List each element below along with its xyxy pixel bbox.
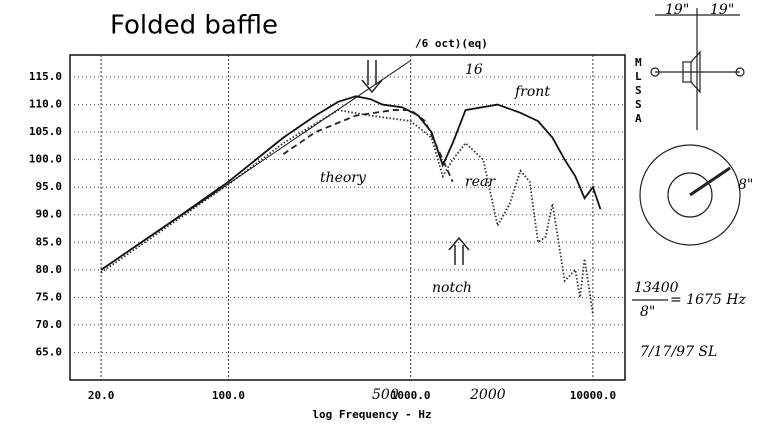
x-axis-label: log Frequency - Hz [312, 408, 431, 421]
side-letter: M [635, 56, 642, 69]
chart-title: Folded baffle [110, 11, 278, 41]
y-tick-label: 70.0 [36, 318, 63, 331]
note: 13400 [634, 280, 679, 296]
y-tick-label: 100.0 [29, 153, 62, 166]
annotation: 500 [372, 387, 399, 403]
side-letter: S [635, 98, 642, 111]
note: 19" [665, 2, 689, 18]
annotation: 2000 [469, 387, 506, 403]
x-tick-label: 10000.0 [570, 389, 616, 402]
annotation: notch [432, 280, 472, 296]
side-letter: S [635, 84, 642, 97]
series-line [100, 109, 594, 315]
arrow [361, 60, 383, 94]
annotation: rear [465, 174, 496, 190]
y-tick-label: 95.0 [36, 180, 63, 193]
arrow [448, 236, 470, 265]
x-tick-label: 1000.0 [391, 389, 431, 402]
note: 8" [738, 177, 753, 193]
subtitle: /6 oct)(eq) [415, 37, 488, 50]
annotation: theory [320, 170, 367, 186]
x-tick-label: 20.0 [88, 389, 115, 402]
side-letter: A [635, 112, 642, 125]
annotation: front [514, 84, 550, 100]
y-tick-label: 110.0 [29, 98, 62, 111]
sketches [632, 8, 745, 301]
plot-frame [69, 54, 626, 381]
y-tick-label: 115.0 [29, 70, 62, 83]
series-line [100, 95, 602, 271]
note: 19" [710, 2, 734, 18]
note: = 1675 Hz [670, 292, 746, 308]
y-tick-label: 105.0 [29, 125, 62, 138]
note: 7/17/97 SL [640, 344, 717, 360]
y-tick-label: 85.0 [36, 235, 63, 248]
x-tick-label: 100.0 [212, 389, 245, 402]
y-tick-label: 80.0 [36, 263, 63, 276]
note: 8" [640, 304, 655, 320]
y-tick-label: 65.0 [36, 345, 63, 358]
annotation: 16 [465, 62, 483, 78]
side-letter: L [635, 70, 642, 83]
series-line [282, 109, 454, 183]
y-tick-label: 90.0 [36, 208, 63, 221]
y-tick-label: 75.0 [36, 290, 63, 303]
series-line [100, 60, 411, 271]
